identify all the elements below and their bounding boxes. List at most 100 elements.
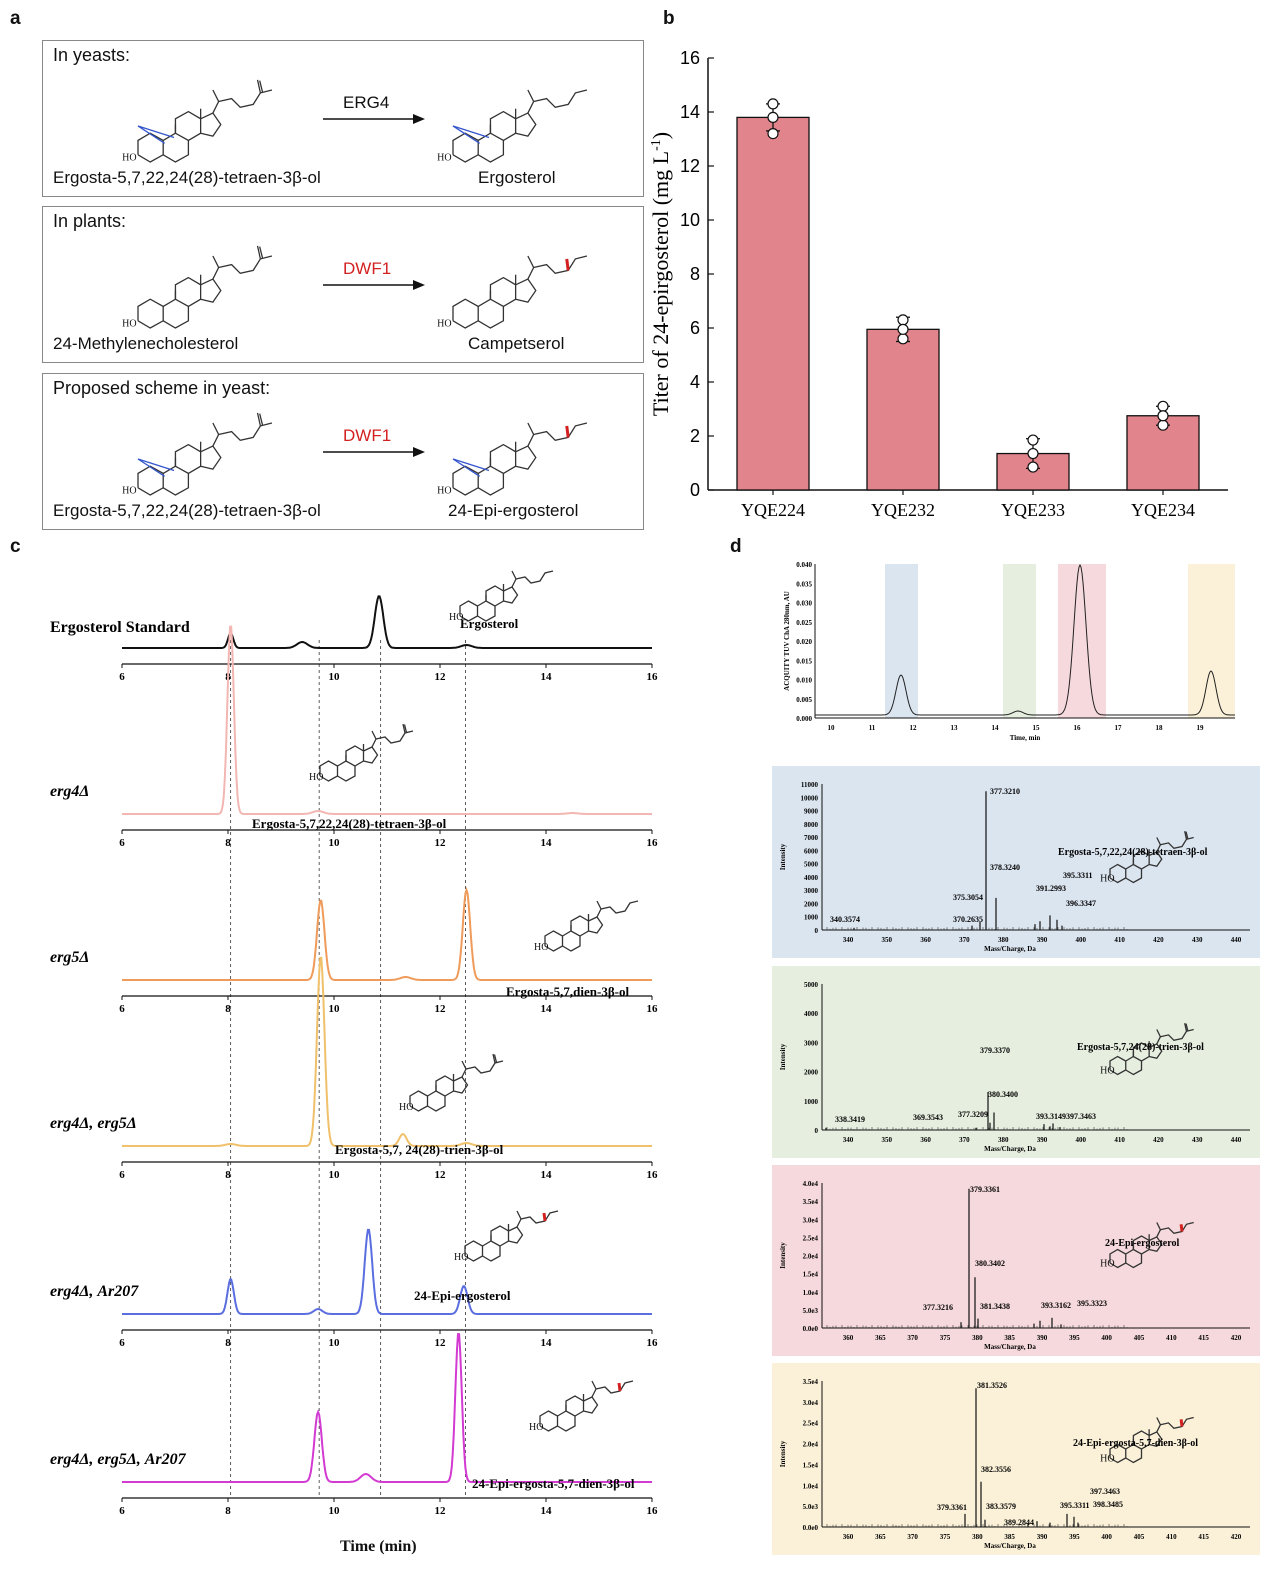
data-point [1027,461,1039,473]
sterol-structure: HO [309,723,414,783]
time-tick-label: 14 [541,1337,553,1349]
ms-x-tick-label: 350 [882,1136,893,1144]
ms-y-tick-label: 2.5e4 [803,1234,819,1242]
ms-y-tick-label: 3.0e4 [803,1216,819,1224]
time-tick-label: 16 [647,837,659,849]
compound-name: 24-Epi-ergosterol [414,1288,511,1303]
time-tick-label: 8 [225,1505,231,1517]
hydroxyl-label: HO [1100,1454,1114,1465]
panel-label-b: b [663,8,675,29]
data-point [897,323,909,335]
ms-x-tick-label: 370 [959,1136,970,1144]
peak-label: 379.3370 [980,1046,1010,1055]
ms-x-tick-label: 340 [843,936,854,944]
arrow-head [413,114,425,124]
spectrum-panel [772,966,1260,1158]
ms-x-tick-label: 405 [1134,1334,1145,1342]
ms-x-label: Mass/Charge, Da [984,945,1036,953]
ms-y-tick-label: 11000 [801,781,819,789]
ms-x-tick-label: 400 [1101,1533,1112,1541]
peak-label: 377.3209 [958,1110,988,1119]
peak-label: 396.3347 [1066,899,1096,908]
ms-y-tick-label: 2.0e4 [803,1441,819,1449]
time-tick-label: 10 [329,837,341,849]
hydroxyl-label: HO [399,1102,413,1113]
uv-x-tick-label: 10 [828,724,836,732]
ms-y-tick-label: 9000 [804,808,819,816]
time-tick-label: 6 [119,671,125,683]
ms-y-label: Intensity [779,1440,787,1467]
hydroxyl-label: HO [122,486,136,497]
uv-y-tick-label: 0.000 [796,715,812,723]
ms-x-tick-label: 415 [1198,1533,1209,1541]
sterol-structure: HO [1100,1023,1194,1077]
ms-x-tick-label: 420 [1231,1533,1242,1541]
ms-x-tick-label: 440 [1231,936,1242,944]
ms-y-tick-label: 2000 [804,1069,819,1077]
uv-y-tick-label: 0.040 [796,561,812,569]
y-tick-label: 14 [680,102,700,122]
ms-x-tick-label: 375 [940,1334,951,1342]
peak-label: 379.3361 [937,1503,967,1512]
data-point [767,111,779,124]
sterol-structure: HO [1100,831,1194,885]
uv-y-tick-label: 0.005 [796,696,812,704]
peak-label: 369.3543 [913,1113,943,1122]
hydroxyl-label: HO [1100,1066,1114,1077]
arrow-head [413,280,425,290]
trace-label: erg5Δ [50,949,89,966]
compound-name: Ergosta-5,7, 24(28)-trien-3β-ol [335,1142,504,1157]
ms-x-label: Mass/Charge, Da [984,1542,1036,1550]
time-tick-label: 6 [119,1169,125,1181]
time-tick-label: 8 [225,1003,231,1015]
spectrum-panel [772,766,1260,958]
time-tick-label: 6 [119,1003,125,1015]
ms-y-label: Intensity [779,1043,787,1070]
ms-y-tick-label: 3000 [804,887,819,895]
chromatogram-trace [122,595,652,649]
hydroxyl-label: HO [529,1422,543,1433]
ms-compound-name: 24-Epi-ergosta-5,7-dien-3β-ol [1073,1438,1198,1449]
reaction-header: In yeasts: [53,45,131,65]
ms-y-tick-label: 2.0e4 [803,1253,819,1261]
time-tick-label: 14 [541,1505,553,1517]
chromatogram-trace [122,886,652,981]
ms-y-tick-label: 3000 [804,1039,819,1047]
ms-y-label: Intensity [779,843,787,870]
ms-x-tick-label: 370 [907,1533,918,1541]
substrate-name: Ergosta-5,7,22,24(28)-tetraen-3β-ol [53,501,321,520]
peak-label: 391.2993 [1036,884,1066,893]
panel-label-a: a [10,8,21,29]
data-point [1157,410,1169,422]
peak-label: 398.3485 [1093,1500,1123,1509]
y-tick-label: 12 [680,156,700,176]
ms-x-tick-label: 420 [1153,1136,1164,1144]
ms-x-tick-label: 360 [920,1136,931,1144]
spectrum-panel [772,1165,1260,1356]
x-tick-label: YQE232 [871,500,935,520]
highlight-band [1188,564,1235,718]
time-tick-label: 10 [329,1337,341,1349]
ms-x-tick-label: 430 [1192,936,1203,944]
ms-x-tick-label: 390 [1037,1334,1048,1342]
y-tick-label: 2 [690,426,700,446]
panel-label-d: d [730,536,742,557]
sterol-structure: HO [399,1053,504,1113]
time-tick-label: 6 [119,837,125,849]
time-tick-label: 12 [435,837,447,849]
y-tick-label: 8 [690,264,700,284]
time-tick-label: 14 [541,671,553,683]
ms-y-tick-label: 4000 [804,1010,819,1018]
ms-y-tick-label: 1000 [804,914,819,922]
peak-label: 375.3054 [953,893,983,902]
uv-x-tick-label: 16 [1074,724,1082,732]
enzyme-label: DWF1 [343,426,392,445]
uv-y-label: ACQUITY TUV ChA 280nm, AU [783,591,791,691]
ms-x-tick-label: 400 [1076,936,1087,944]
ms-x-tick-label: 410 [1166,1334,1177,1342]
sterol-structure: HO [437,255,588,330]
time-tick-label: 14 [541,1003,553,1015]
ms-y-label: Intensity [779,1242,787,1269]
uv-y-tick-label: 0.020 [796,638,812,646]
